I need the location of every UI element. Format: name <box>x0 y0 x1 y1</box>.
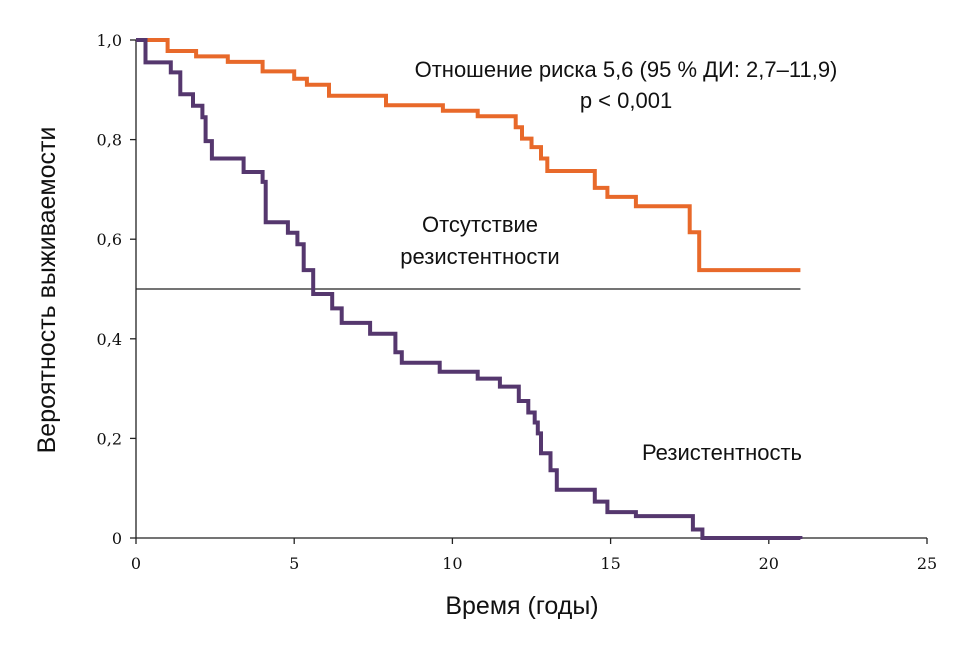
hazard-ratio-text: Отношение риска 5,6 (95 % ДИ: 2,7–11,9) <box>415 57 838 82</box>
y-axis-title: Вероятность выживаемости <box>33 127 61 454</box>
p-value-text: p < 0,001 <box>580 88 672 113</box>
x-tick-label: 10 <box>442 554 462 573</box>
series-label-resistance: Резистентность <box>642 440 802 465</box>
hazard-annotation: Отношение риска 5,6 (95 % ДИ: 2,7–11,9) … <box>415 57 838 113</box>
y-tick-label: 0,2 <box>97 429 122 448</box>
x-tick-label: 25 <box>917 554 937 573</box>
x-tick-label: 5 <box>289 554 299 573</box>
y-tick-label: 0,6 <box>97 230 122 249</box>
x-tick-label: 0 <box>131 554 141 573</box>
y-tick-label: 0,4 <box>97 330 122 349</box>
y-tick-label: 0 <box>112 529 122 548</box>
series-line-resistance <box>136 38 803 540</box>
y-tick-label: 0,8 <box>97 131 122 150</box>
x-tick-label: 20 <box>759 554 779 573</box>
y-tick-label: 1,0 <box>97 31 122 50</box>
series-label-no-resistance: Отсутствие резистентности <box>400 212 559 269</box>
series-line-no-resistance <box>136 38 801 273</box>
series-layer <box>136 38 803 540</box>
ticks: 0 5 10 15 20 25 0 0,2 0,4 0,6 0,8 1,0 <box>97 31 938 573</box>
series-label-no-resistance-line1: Отсутствие <box>422 212 538 237</box>
x-axis-title: Время (годы) <box>445 592 598 620</box>
x-tick-label: 15 <box>600 554 620 573</box>
series-label-no-resistance-line2: резистентности <box>400 244 559 269</box>
